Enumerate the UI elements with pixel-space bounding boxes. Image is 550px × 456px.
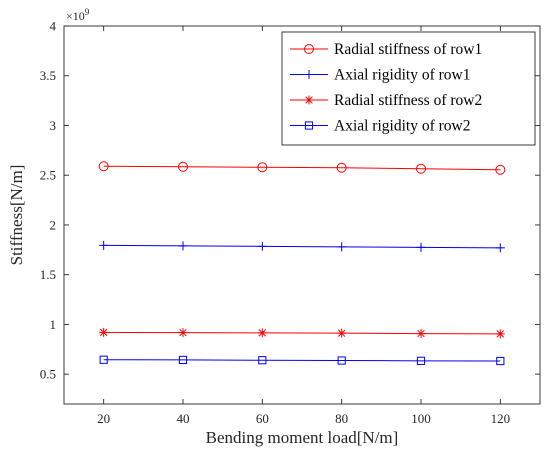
y-tick-label: 3.5: [40, 68, 56, 83]
data-point-s2-5: [416, 242, 426, 252]
y-axis-label: Stiffness[N/m]: [7, 165, 26, 266]
data-point-s2-2: [178, 241, 188, 251]
data-point-s2-3: [257, 241, 267, 251]
data-point-s2-1: [99, 240, 109, 250]
legend-entry-2: Axial rigidity of row1: [290, 67, 470, 84]
data-point-s2-6: [495, 243, 505, 253]
data-point-s3-4: [337, 328, 347, 338]
data-point-s3-6: [495, 329, 505, 339]
y-tick-label: 0.5: [40, 367, 56, 382]
data-point-s4-5: [416, 356, 426, 365]
legend-entry-1: Radial stiffness of row1: [290, 41, 482, 58]
legend-label: Axial rigidity of row1: [334, 67, 470, 84]
y-axis-multiplier-exponent: 9: [85, 7, 90, 17]
y-tick-label: 1: [50, 317, 57, 332]
data-point-s4-2: [178, 355, 188, 365]
data-point-s1-3: [257, 162, 268, 173]
legend-marker: [304, 95, 314, 105]
x-axis-label: Bending moment load[N/m]: [206, 428, 399, 447]
data-point-s3-1: [99, 327, 109, 337]
y-tick-label: 4: [50, 19, 57, 34]
y-tick-label: 2.5: [40, 168, 56, 183]
data-point-s4-1: [99, 355, 108, 364]
legend-marker: [304, 44, 314, 54]
data-point-s1-6: [495, 164, 506, 175]
data-point-s1-2: [178, 161, 188, 172]
x-tick-label: 60: [256, 411, 269, 426]
data-point-s4-6: [496, 356, 505, 366]
x-tick-label: 40: [177, 411, 190, 426]
data-point-s3-5: [416, 329, 426, 339]
data-point-s1-1: [98, 161, 109, 172]
data-point-s4-3: [258, 356, 267, 365]
y-tick-label: 3: [50, 118, 57, 133]
series-line-3: [103, 331, 501, 335]
y-tick-label: 1.5: [40, 267, 56, 282]
legend-entry-3: Radial stiffness of row2: [290, 92, 482, 109]
data-point-s2-4: [337, 242, 347, 252]
legend: Radial stiffness of row1 Axial rigidity o…: [281, 31, 536, 146]
x-tick-label: 20: [97, 411, 110, 426]
data-point-s3-2: [178, 328, 188, 338]
legend-label: Radial stiffness of row2: [334, 92, 482, 109]
series-layer: [98, 161, 506, 366]
data-point-s1-5: [416, 163, 426, 174]
legend-label: Axial rigidity of row2: [334, 118, 470, 135]
data-point-s3-3: [257, 328, 267, 338]
axes: 20 40 60 80 100 120 0.5 1 1.5 2 2.5 3 3.5 4 ×109 Bendin…: [7, 7, 541, 447]
y-tick-label: 2: [50, 217, 57, 232]
legend-label: Radial stiffness of row1: [334, 41, 482, 58]
x-tick-label: 80: [335, 411, 348, 426]
x-tick-label: 120: [491, 411, 511, 426]
data-point-s1-4: [336, 162, 347, 173]
series-line-1: [103, 165, 501, 171]
legend-marker: [304, 121, 314, 130]
series-line-4: [103, 359, 501, 362]
axes-box: [63, 25, 541, 405]
legend-entry-4: Axial rigidity of row2: [290, 118, 470, 135]
legend-box: [281, 31, 536, 146]
legend-marker: [304, 70, 314, 79]
series-line-2: [103, 244, 501, 249]
y-axis-multiplier: ×109: [66, 7, 90, 23]
data-point-s4-4: [337, 356, 346, 365]
x-tick-label: 100: [411, 411, 431, 426]
